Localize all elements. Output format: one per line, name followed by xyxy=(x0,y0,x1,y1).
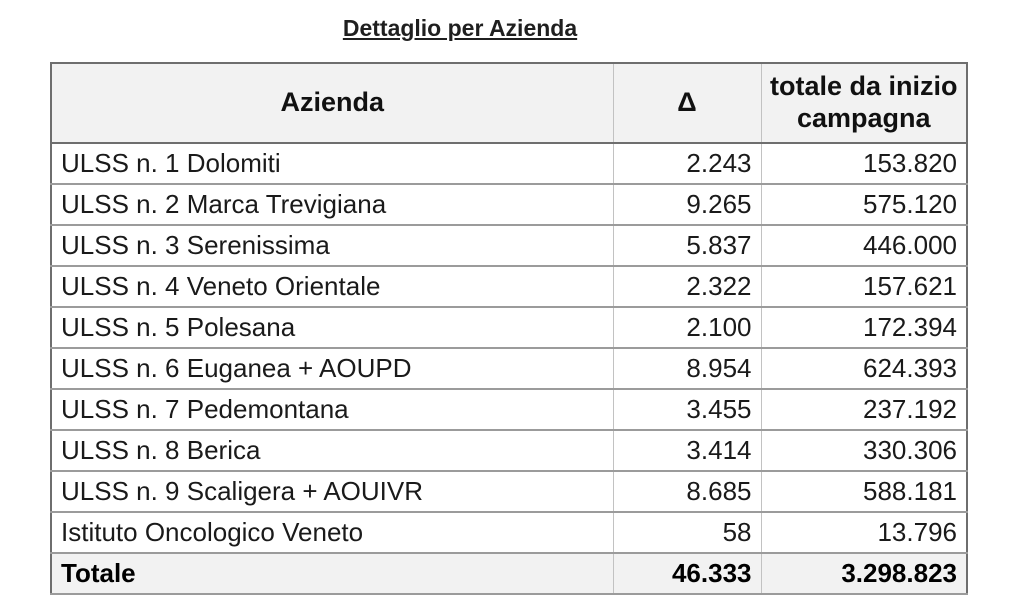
total-row: Totale 46.333 3.298.823 xyxy=(50,552,968,595)
col-header-azienda: Azienda xyxy=(50,62,614,144)
cell-azienda: ULSS n. 4 Veneto Orientale xyxy=(50,265,614,308)
cell-totale-campagna: 13.796 xyxy=(760,511,968,554)
table-row: ULSS n. 7 Pedemontana 3.455 237.192 xyxy=(50,388,968,431)
page-title: Dettaglio per Azienda xyxy=(342,15,578,41)
cell-azienda: Istituto Oncologico Veneto xyxy=(50,511,614,554)
table-row: ULSS n. 8 Berica 3.414 330.306 xyxy=(50,429,968,472)
table-body: ULSS n. 1 Dolomiti 2.243 153.820 ULSS n.… xyxy=(50,142,968,595)
cell-totale-campagna-total: 3.298.823 xyxy=(760,552,968,595)
cell-totale-campagna: 153.820 xyxy=(760,142,968,185)
table-row: ULSS n. 3 Serenissima 5.837 446.000 xyxy=(50,224,968,267)
cell-azienda: ULSS n. 3 Serenissima xyxy=(50,224,614,267)
cell-delta: 2.100 xyxy=(612,306,762,349)
cell-delta: 9.265 xyxy=(612,183,762,226)
cell-totale-campagna: 624.393 xyxy=(760,347,968,390)
cell-azienda: ULSS n. 7 Pedemontana xyxy=(50,388,614,431)
col-header-totale-campagna: totale da inizio campagna xyxy=(760,62,968,144)
table-row: ULSS n. 9 Scaligera + AOUIVR 8.685 588.1… xyxy=(50,470,968,513)
cell-totale-campagna: 237.192 xyxy=(760,388,968,431)
cell-azienda: ULSS n. 9 Scaligera + AOUIVR xyxy=(50,470,614,513)
cell-delta: 5.837 xyxy=(612,224,762,267)
cell-azienda: ULSS n. 5 Polesana xyxy=(50,306,614,349)
col-header-delta: Δ xyxy=(612,62,762,144)
table-row: ULSS n. 6 Euganea + AOUPD 8.954 624.393 xyxy=(50,347,968,390)
table-row: Istituto Oncologico Veneto 58 13.796 xyxy=(50,511,968,554)
header-row: Azienda Δ totale da inizio campagna xyxy=(50,62,968,144)
azienda-detail-table: Azienda Δ totale da inizio campagna ULSS… xyxy=(50,62,968,595)
cell-azienda: ULSS n. 8 Berica xyxy=(50,429,614,472)
cell-totale-campagna: 588.181 xyxy=(760,470,968,513)
cell-totale-campagna: 330.306 xyxy=(760,429,968,472)
cell-totale-campagna: 157.621 xyxy=(760,265,968,308)
cell-totale-campagna: 575.120 xyxy=(760,183,968,226)
cell-delta: 8.954 xyxy=(612,347,762,390)
table-row: ULSS n. 1 Dolomiti 2.243 153.820 xyxy=(50,142,968,185)
cell-delta: 8.685 xyxy=(612,470,762,513)
cell-azienda-total: Totale xyxy=(50,552,614,595)
cell-azienda: ULSS n. 1 Dolomiti xyxy=(50,142,614,185)
table-row: ULSS n. 4 Veneto Orientale 2.322 157.621 xyxy=(50,265,968,308)
cell-delta: 58 xyxy=(612,511,762,554)
cell-azienda: ULSS n. 6 Euganea + AOUPD xyxy=(50,347,614,390)
cell-delta: 2.322 xyxy=(612,265,762,308)
table-row: ULSS n. 5 Polesana 2.100 172.394 xyxy=(50,306,968,349)
cell-delta: 2.243 xyxy=(612,142,762,185)
cell-delta-total: 46.333 xyxy=(612,552,762,595)
cell-azienda: ULSS n. 2 Marca Trevigiana xyxy=(50,183,614,226)
cell-delta: 3.455 xyxy=(612,388,762,431)
table-row: ULSS n. 2 Marca Trevigiana 9.265 575.120 xyxy=(50,183,968,226)
cell-totale-campagna: 172.394 xyxy=(760,306,968,349)
cell-delta: 3.414 xyxy=(612,429,762,472)
cell-totale-campagna: 446.000 xyxy=(760,224,968,267)
